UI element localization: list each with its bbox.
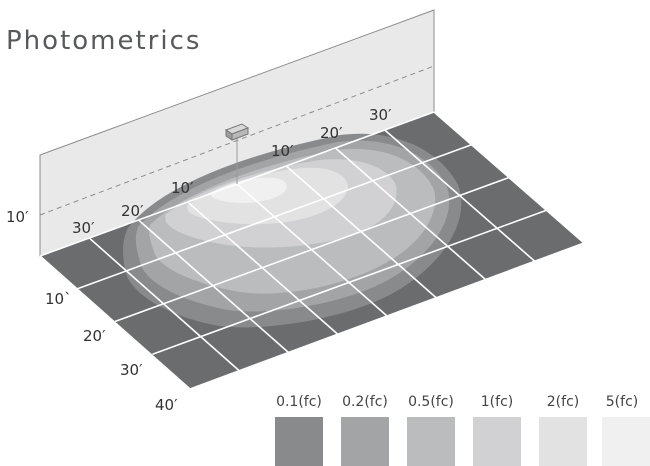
floor-grid (39, 111, 585, 390)
grid-line (384, 129, 536, 262)
legend-label: 5(fc) (605, 394, 639, 410)
grid-line (433, 111, 585, 244)
legend-label: 2(fc) (546, 394, 580, 410)
legend-label: 0.2(fc) (342, 394, 388, 410)
wall-axis-label: 20′ (320, 124, 343, 142)
wall-axis-label: 30′ (369, 106, 392, 124)
contour-5-fc (210, 177, 287, 204)
grid-line (88, 237, 240, 372)
legend-label: 1(fc) (480, 394, 514, 410)
depth-axis-label: 20′ (83, 327, 106, 345)
wall-height-label: 10′ (6, 208, 29, 226)
grid-line (39, 255, 191, 390)
wall-axis-label: 30′ (72, 219, 95, 237)
legend-swatch (473, 417, 521, 466)
wall-pack-fixture-icon (224, 123, 250, 184)
depth-axis-label: 10` (45, 290, 72, 308)
legend-swatch (602, 417, 650, 466)
legend-swatch (539, 417, 587, 466)
wall-axis-label: 10′ (171, 179, 194, 197)
legend-swatch (341, 417, 389, 466)
wall-axis-label: 10′ (271, 142, 294, 160)
legend-label: 0.1(fc) (276, 394, 322, 410)
legend-swatch (407, 417, 455, 466)
wall-axis-label: 20′ (121, 202, 144, 220)
grid-line (187, 201, 339, 335)
depth-axis-label: 30′ (120, 361, 143, 379)
page-title: Photometrics (6, 26, 202, 56)
depth-axis-label: 40′ (155, 396, 178, 414)
legend-label: 0.5(fc) (408, 394, 454, 410)
grid-line (334, 147, 487, 281)
grid-line (236, 183, 388, 317)
grid-line (285, 165, 437, 299)
legend-swatch (275, 417, 323, 466)
illuminance-contours (123, 133, 462, 328)
grid-line (137, 219, 290, 354)
